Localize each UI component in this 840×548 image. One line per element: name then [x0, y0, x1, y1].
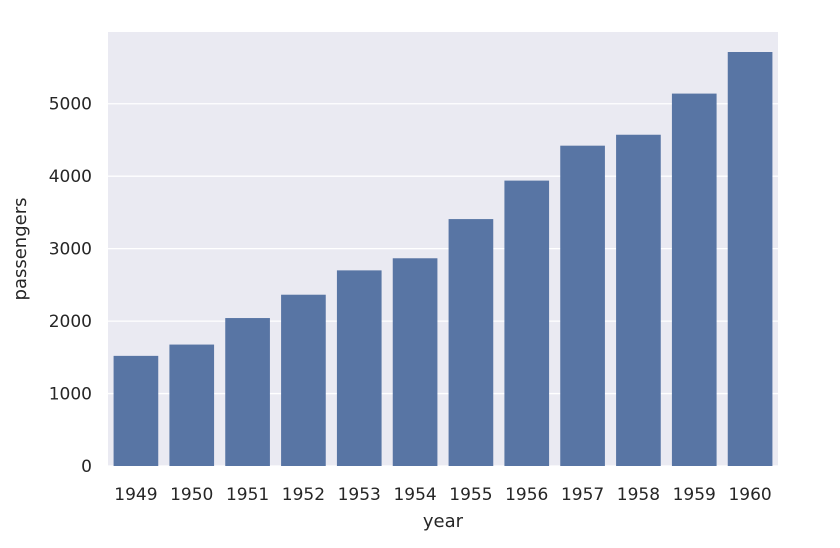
y-tick-label: 2000: [49, 312, 92, 332]
y-tick-label: 1000: [49, 385, 92, 405]
bar-1958: [616, 134, 661, 466]
bar-1950: [169, 344, 215, 466]
y-tick-label: 5000: [49, 95, 92, 115]
bar-1954: [392, 258, 438, 466]
x-tick-label: 1956: [505, 485, 548, 505]
x-tick-label: 1955: [449, 485, 492, 505]
x-tick-label: 1950: [170, 485, 213, 505]
y-tick-label: 3000: [49, 240, 92, 260]
x-tick-label: 1957: [561, 485, 604, 505]
grid-lines: [108, 103, 778, 467]
bar-1960: [727, 51, 773, 467]
x-tick-label: 1951: [226, 485, 269, 505]
x-tick-label: 1959: [673, 485, 716, 505]
y-axis-label: passengers: [10, 198, 31, 301]
bar-1951: [225, 318, 270, 466]
bar-1957: [560, 145, 605, 466]
x-tick-label: 1952: [282, 485, 325, 505]
x-tick-label: 1949: [114, 485, 157, 505]
y-axis-ticks: 0 1000 2000 3000 4000 5000: [49, 95, 92, 477]
x-tick-label: 1954: [393, 485, 436, 505]
y-tick-label: 0: [81, 457, 92, 477]
y-tick-label: 4000: [49, 167, 92, 187]
x-tick-label: 1960: [728, 485, 771, 505]
bar-1949: [113, 355, 159, 466]
bar-1955: [448, 219, 494, 466]
bar-1953: [336, 270, 382, 466]
bar-1956: [504, 180, 550, 466]
bar-1959: [671, 93, 717, 467]
bars: [113, 51, 773, 467]
x-axis-ticks: 1949 1950 1951 1952 1953 1954 1955 1956 1957 1958…: [114, 485, 771, 505]
x-tick-label: 1958: [617, 485, 660, 505]
bar-1952: [281, 294, 326, 466]
x-axis-label: year: [423, 511, 464, 532]
x-tick-label: 1953: [338, 485, 381, 505]
